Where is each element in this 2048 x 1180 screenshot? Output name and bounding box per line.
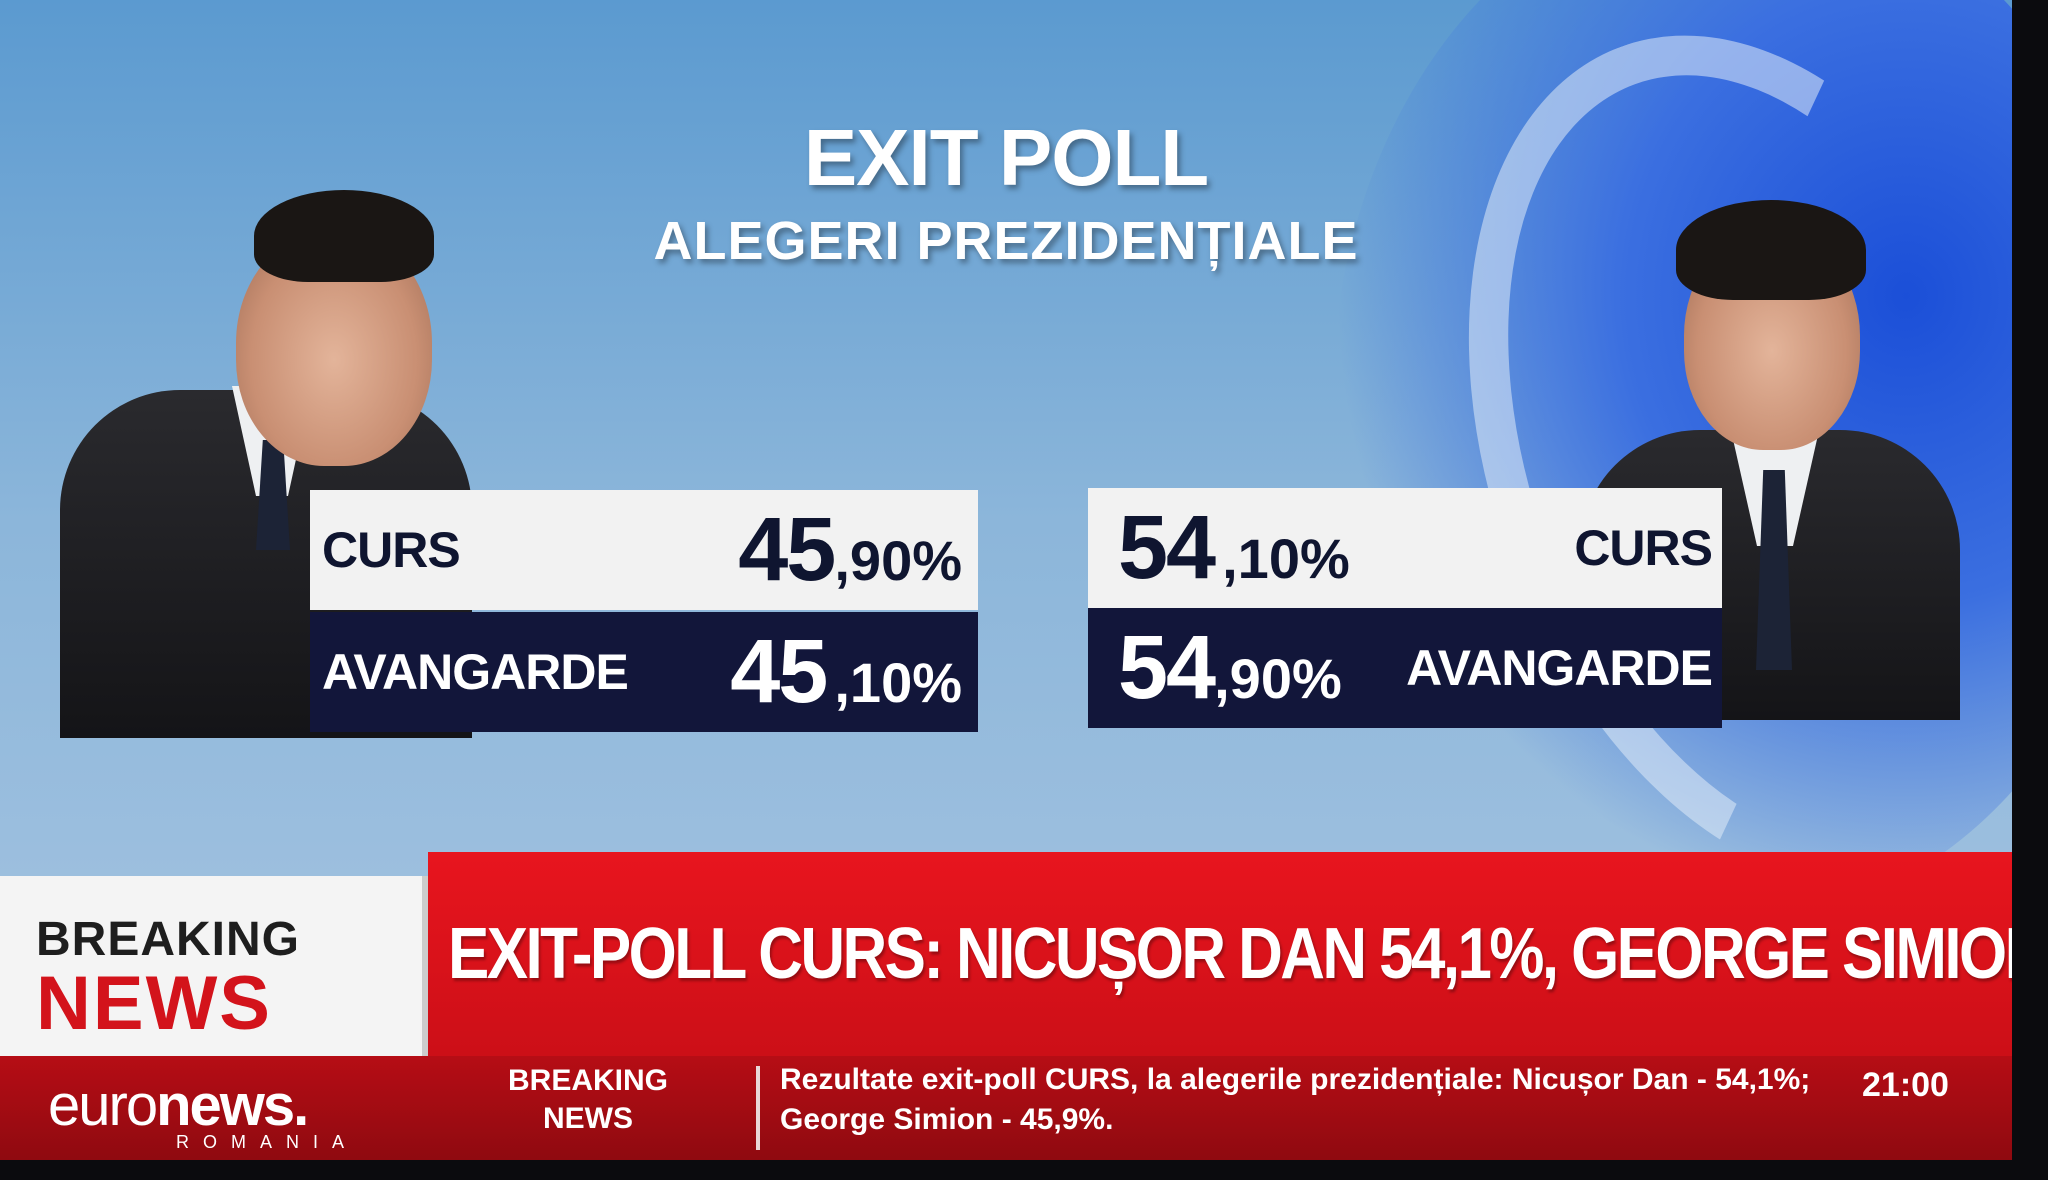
clock: 21:00 [1862,1066,1949,1104]
pct-integer: 45 [730,621,828,722]
left-curs-percentage: 45 ,90% [738,499,962,602]
left-avangarde-percentage: 45 ,10% [730,621,962,724]
logo-region: ROMANIA [176,1132,359,1152]
pct-integer: 54 [1118,617,1216,718]
left-avangarde-row: AVANGARDE 45 ,10% [310,612,978,732]
ticker-divider [756,1066,760,1150]
logo-euro: euro [48,1073,158,1138]
headline-bar: EXIT-POLL CURS: NICUȘOR DAN 54,1%, GEORG… [428,852,2012,1056]
poll-label-avangarde: AVANGARDE [322,644,629,700]
logo-news: news. [156,1073,309,1138]
pct-integer: 54 [1118,497,1216,598]
breaking-headline: EXIT-POLL CURS: NICUȘOR DAN 54,1%, GEORG… [448,914,2012,994]
right-avangarde-percentage: 54 ,90% [1118,617,1342,720]
ticker-label-line2: NEWS [543,1102,633,1135]
graphic-subtitle: ALEGERI PREZIDENȚIALE [653,211,1359,271]
euronews-logo: euronews. [48,1072,309,1139]
pct-decimal: ,90% [834,528,962,592]
news-label: NEWS [36,961,272,1046]
breaking-label: BREAKING [36,913,301,966]
pct-decimal: ,10% [834,650,962,714]
news-ticker: euronews. ROMANIA BREAKING NEWS Rezultat… [0,1056,2012,1160]
pct-decimal: ,10% [1222,526,1350,590]
poll-label-avangarde: AVANGARDE [1406,640,1713,696]
left-curs-row: CURS 45 ,90% [310,490,978,610]
ticker-text: Rezultate exit-poll CURS, la alegerile p… [780,1063,1811,1136]
right-curs-row: 54 ,10% CURS [1088,488,1722,608]
right-curs-percentage: 54 ,10% [1118,497,1350,600]
tv-screen: EXIT POLL ALEGERI PREZIDENȚIALE CURS 45 … [0,0,2012,1160]
ticker-label-line1: BREAKING [507,1064,668,1097]
right-avangarde-row: 54 ,90% AVANGARDE [1088,608,1722,728]
graphic-title: EXIT POLL [803,113,1209,202]
breaking-news-box: BREAKING NEWS [0,876,428,1056]
poll-label-curs: CURS [322,522,461,578]
pct-integer: 45 [738,499,836,600]
pct-decimal: ,90% [1214,646,1342,710]
poll-label-curs: CURS [1574,520,1713,576]
ticker-label: BREAKING NEWS [498,1062,678,1138]
